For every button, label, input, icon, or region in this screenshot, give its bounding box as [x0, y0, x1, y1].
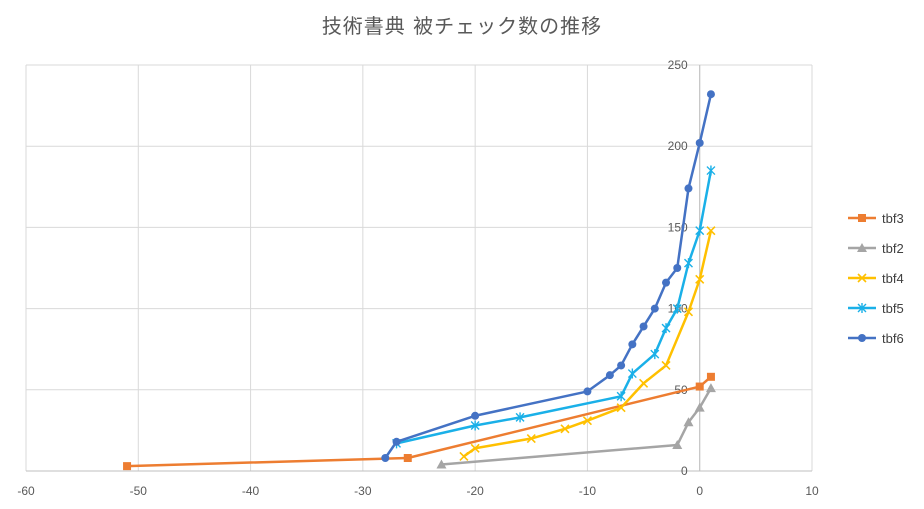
tbf6-point — [684, 184, 693, 193]
tbf4-point — [470, 443, 480, 453]
tbf4-point — [459, 451, 469, 461]
tbf2-line — [441, 387, 713, 466]
tbf3-line — [127, 375, 712, 468]
tbf4-point — [706, 226, 716, 236]
tbf4-point — [616, 403, 626, 413]
tbf6-point — [695, 138, 704, 147]
tbf6-point — [706, 90, 715, 99]
y-tick-label: 200 — [668, 139, 688, 153]
tbf6-point — [628, 340, 637, 349]
x-tick-label: 0 — [696, 484, 703, 498]
legend-tbf6-label: tbf6 — [882, 331, 904, 346]
tbf6-point — [650, 304, 659, 313]
legend-tbf6-point — [858, 334, 866, 342]
x-tick-label: -30 — [354, 484, 372, 498]
x-tick-label: -50 — [130, 484, 148, 498]
tbf4-point — [526, 433, 536, 444]
legend-tbf3-label: tbf3 — [882, 211, 904, 226]
x-tick-label: -60 — [17, 484, 35, 498]
x-tick-label: 10 — [805, 484, 819, 498]
tbf6-point — [639, 322, 648, 331]
legend-tbf5-label: tbf5 — [882, 301, 904, 316]
legend-tbf4-point — [857, 273, 867, 283]
tbf5-point — [616, 391, 626, 402]
tbf2-point — [436, 459, 447, 469]
tbf4-point — [661, 360, 671, 371]
tbf5-point — [683, 258, 693, 269]
tbf5-point — [470, 420, 480, 431]
legend-tbf3-point — [858, 214, 866, 222]
legend-tbf4-label: tbf4 — [882, 271, 904, 286]
tbf3-point — [403, 454, 412, 463]
tbf3-point — [695, 382, 704, 391]
tbf2-point — [672, 440, 683, 450]
tbf5-point — [706, 165, 716, 176]
tbf6-point — [583, 387, 592, 396]
tbf4-point — [695, 274, 705, 284]
tbf5-line — [396, 170, 713, 445]
tbf6-point — [381, 454, 390, 463]
y-tick-label: 150 — [668, 220, 688, 234]
legend-tbf2-label: tbf2 — [882, 241, 904, 256]
y-tick-label: 0 — [681, 464, 688, 478]
tbf6-point — [617, 361, 626, 370]
tbf5-point — [627, 368, 637, 379]
tbf4-point — [683, 307, 694, 317]
x-tick-label: -40 — [242, 484, 260, 498]
tbf6-point — [471, 411, 480, 420]
tbf3-point — [123, 462, 132, 471]
tbf6-point — [662, 278, 671, 287]
tbf2-point — [705, 383, 716, 393]
tbf6-point — [605, 371, 614, 380]
tbf2-point — [683, 417, 694, 427]
tbf5-point — [515, 412, 525, 423]
tbf6-line — [384, 93, 713, 459]
y-tick-label: 250 — [668, 58, 688, 72]
tbf5-point — [695, 225, 705, 236]
tbf5-point — [672, 303, 682, 314]
legend-tbf2-point — [857, 243, 867, 252]
tbf4-point — [582, 416, 592, 426]
x-tick-label: -10 — [579, 484, 597, 498]
x-tick-label: -20 — [466, 484, 484, 498]
chart-title: 技術書典 被チェック数の推移 — [321, 14, 603, 38]
tbf4-point — [639, 378, 649, 388]
tbf4-point — [560, 424, 570, 434]
legend-tbf5-point — [857, 303, 867, 313]
tbf3-point — [706, 372, 715, 381]
tbf5-point — [661, 323, 671, 334]
tbf6-point — [392, 437, 401, 446]
tbf5-point — [650, 349, 660, 360]
tbf2-point — [694, 402, 705, 412]
tbf6-point — [673, 264, 682, 272]
